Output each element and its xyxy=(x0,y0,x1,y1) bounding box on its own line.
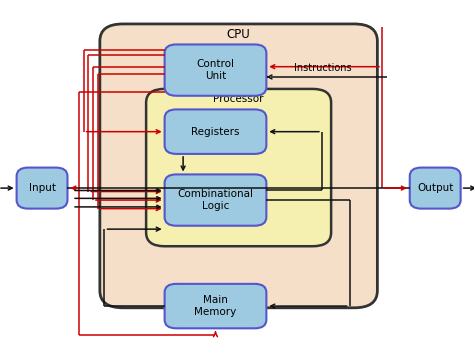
FancyBboxPatch shape xyxy=(164,174,266,226)
FancyBboxPatch shape xyxy=(146,89,331,246)
Text: Control
Unit: Control Unit xyxy=(197,59,235,81)
Text: Processor: Processor xyxy=(213,94,264,104)
Text: Registers: Registers xyxy=(191,127,240,137)
FancyBboxPatch shape xyxy=(164,109,266,154)
FancyBboxPatch shape xyxy=(164,284,266,328)
Text: Combinational
Logic: Combinational Logic xyxy=(177,189,254,211)
Text: Input: Input xyxy=(28,183,55,193)
FancyBboxPatch shape xyxy=(164,44,266,96)
Text: Instructions: Instructions xyxy=(294,63,352,74)
Text: Main
Memory: Main Memory xyxy=(194,295,237,317)
Text: Output: Output xyxy=(417,183,453,193)
Text: CPU: CPU xyxy=(227,28,250,41)
FancyBboxPatch shape xyxy=(17,168,67,209)
FancyBboxPatch shape xyxy=(410,168,461,209)
FancyBboxPatch shape xyxy=(100,24,377,308)
